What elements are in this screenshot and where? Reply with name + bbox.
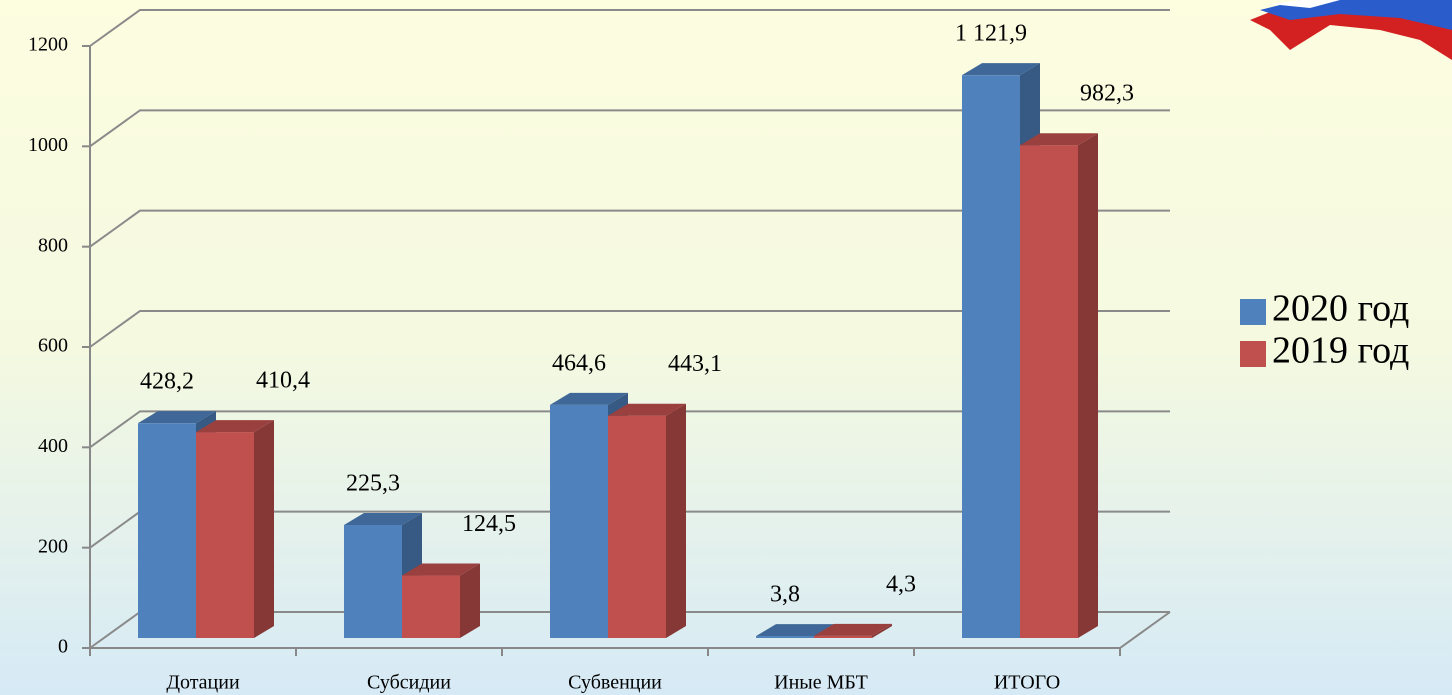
bar-top [608, 403, 686, 416]
legend-label: 2020 год [1272, 288, 1409, 330]
bar-side [872, 623, 892, 638]
bar-top [196, 420, 274, 433]
x-tick-label: Дотации [166, 672, 240, 694]
grid-line [89, 109, 1170, 148]
y-tick-label: 0 [58, 636, 68, 658]
y-tick-label: 800 [38, 234, 68, 256]
value-label: 1 121,9 [955, 21, 1027, 47]
bar [402, 563, 480, 638]
x-tick-label: Субсидии [367, 672, 451, 694]
grid-line [89, 209, 1170, 248]
bar-front [814, 635, 872, 638]
value-label: 982,3 [1080, 81, 1134, 107]
x-tick-label: ИТОГО [994, 672, 1060, 694]
bar [1020, 133, 1098, 638]
bar-top [814, 623, 892, 636]
grid-line [89, 9, 1170, 47]
legend-label: 2019 год [1272, 330, 1409, 372]
bar-front [962, 75, 1020, 638]
bar-front [196, 432, 254, 638]
value-label: 4,3 [886, 571, 916, 597]
bar-top [1020, 133, 1098, 146]
legend-swatch [1240, 299, 1266, 325]
y-tick-label: 200 [38, 535, 68, 557]
value-label: 464,6 [552, 350, 606, 376]
y-tick-label: 1200 [28, 34, 68, 56]
bar-front [550, 404, 608, 638]
bar-top [756, 624, 834, 637]
bar [814, 623, 892, 638]
bar-front [344, 524, 402, 638]
y-tick-label: 1000 [28, 134, 68, 156]
bar-side [460, 563, 480, 638]
bar-front [1020, 145, 1078, 638]
value-label: 3,8 [770, 582, 800, 608]
bar-top [402, 563, 480, 576]
bar [196, 420, 274, 638]
bar-top [344, 512, 422, 525]
bar-front [756, 636, 814, 638]
legend-swatch [1240, 341, 1266, 367]
y-tick-label: 600 [38, 335, 68, 357]
value-label: 428,2 [140, 369, 194, 395]
y-tick-label: 400 [38, 435, 68, 457]
bar-side [254, 420, 274, 638]
bar-front [608, 415, 666, 638]
bar-front [402, 575, 460, 638]
bar-top [138, 411, 216, 424]
bar-side [1078, 133, 1098, 638]
bar-front [138, 423, 196, 638]
bar-top [550, 392, 628, 405]
x-tick-label: Субвенции [568, 672, 662, 694]
bar-top [962, 63, 1040, 76]
value-label: 124,5 [462, 511, 516, 537]
value-label: 410,4 [256, 368, 310, 394]
bar-side [666, 403, 686, 638]
x-tick-label: Иные МБТ [774, 672, 868, 694]
value-label: 225,3 [346, 470, 400, 496]
value-label: 443,1 [668, 351, 722, 377]
grid-line [89, 310, 1170, 348]
bar [608, 403, 686, 638]
grid-line [89, 410, 1170, 449]
map-decoration [1250, 0, 1452, 60]
